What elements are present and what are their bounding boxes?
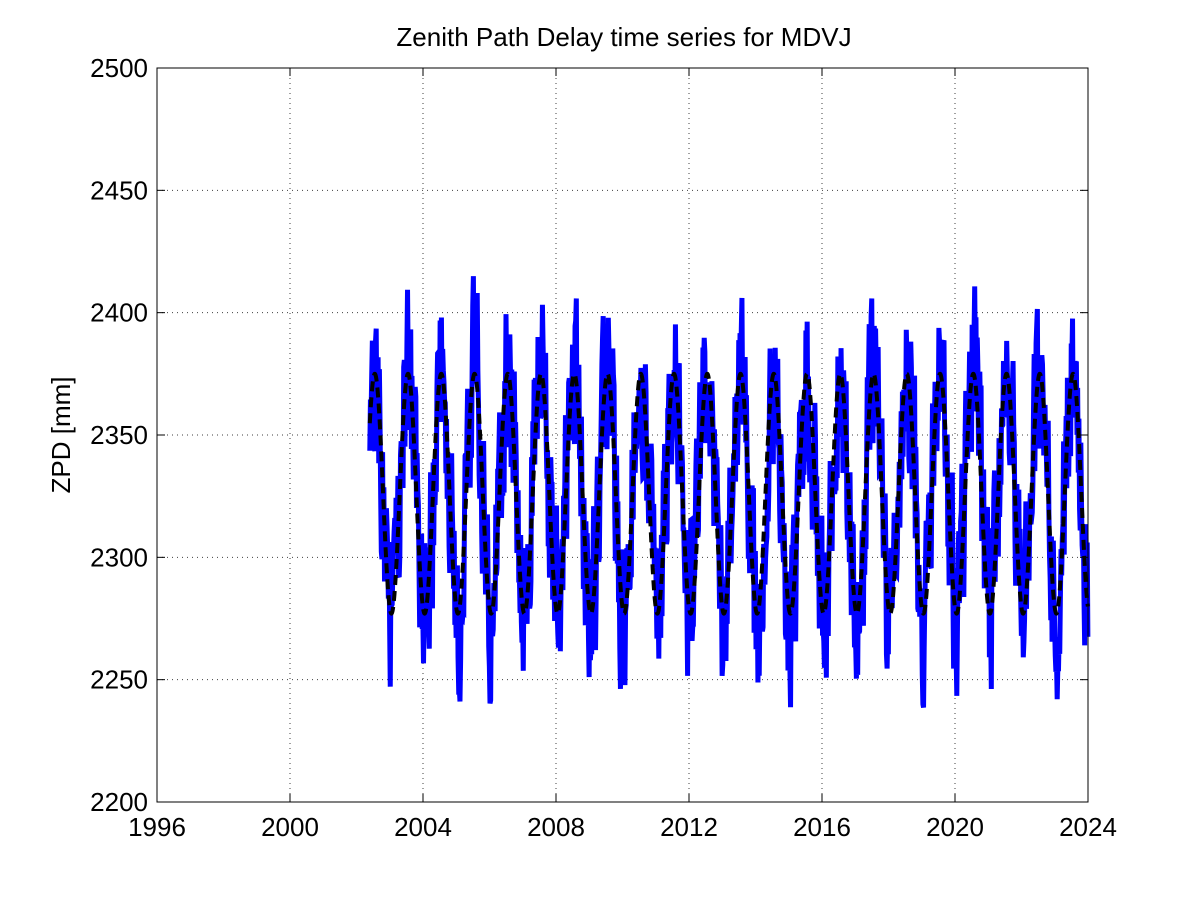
x-tick-label: 2000 [261, 812, 319, 842]
y-tick-label: 2300 [90, 542, 148, 572]
x-tick-labels: 1996 2000 2004 2008 2012 2016 2020 2024 [128, 812, 1117, 842]
x-tick-label: 2004 [394, 812, 452, 842]
y-tick-label: 2500 [90, 53, 148, 83]
plot-area [367, 276, 1091, 708]
y-tick-labels: 2200 2250 2300 2350 2400 2450 2500 [90, 53, 148, 817]
seasonal-model-line [367, 371, 1090, 616]
x-tick-label: 2008 [527, 812, 585, 842]
x-tick-label: 2020 [926, 812, 984, 842]
y-tick-label: 2350 [90, 420, 148, 450]
x-tick-label: 2024 [1059, 812, 1117, 842]
chart-title: Zenith Path Delay time series for MDVJ [396, 22, 851, 52]
y-tick-label: 2450 [90, 175, 148, 205]
y-tick-label: 2400 [90, 298, 148, 328]
x-tick-label: 2012 [660, 812, 718, 842]
y-tick-label: 2200 [90, 787, 148, 817]
series-zpd-seasonal-model [367, 371, 1090, 616]
y-tick-label: 2250 [90, 665, 148, 695]
x-tick-label: 2016 [793, 812, 851, 842]
ticks [156, 67, 1089, 803]
x-tick-label: 1996 [128, 812, 186, 842]
y-axis-label: ZPD [mm] [46, 377, 76, 494]
